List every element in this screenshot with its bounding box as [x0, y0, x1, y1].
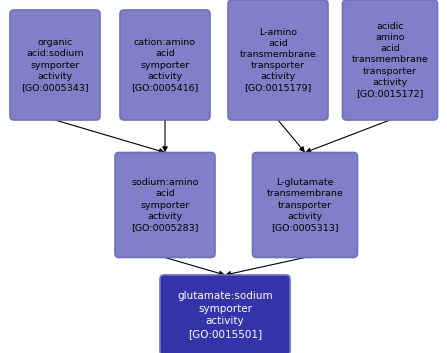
Text: acidic
amino
acid
transmembrane
transporter
activity
[GO:0015172]: acidic amino acid transmembrane transpor… — [352, 22, 428, 98]
Text: glutamate:sodium
symporter
activity
[GO:0015501]: glutamate:sodium symporter activity [GO:… — [177, 291, 273, 339]
Text: sodium:amino
acid
symporter
activity
[GO:0005283]: sodium:amino acid symporter activity [GO… — [131, 178, 199, 232]
FancyBboxPatch shape — [10, 10, 100, 120]
FancyBboxPatch shape — [160, 275, 290, 353]
Text: organic
acid:sodium
symporter
activity
[GO:0005343]: organic acid:sodium symporter activity [… — [21, 38, 89, 92]
Text: L-glutamate
transmembrane
transporter
activity
[GO:0005313]: L-glutamate transmembrane transporter ac… — [266, 178, 343, 232]
Text: L-amino
acid
transmembrane
transporter
activity
[GO:0015179]: L-amino acid transmembrane transporter a… — [240, 28, 316, 92]
FancyBboxPatch shape — [228, 0, 328, 120]
FancyBboxPatch shape — [120, 10, 210, 120]
FancyBboxPatch shape — [253, 152, 358, 257]
FancyBboxPatch shape — [342, 0, 438, 120]
FancyBboxPatch shape — [115, 152, 215, 257]
Text: cation:amino
acid
symporter
activity
[GO:0005416]: cation:amino acid symporter activity [GO… — [131, 38, 198, 92]
